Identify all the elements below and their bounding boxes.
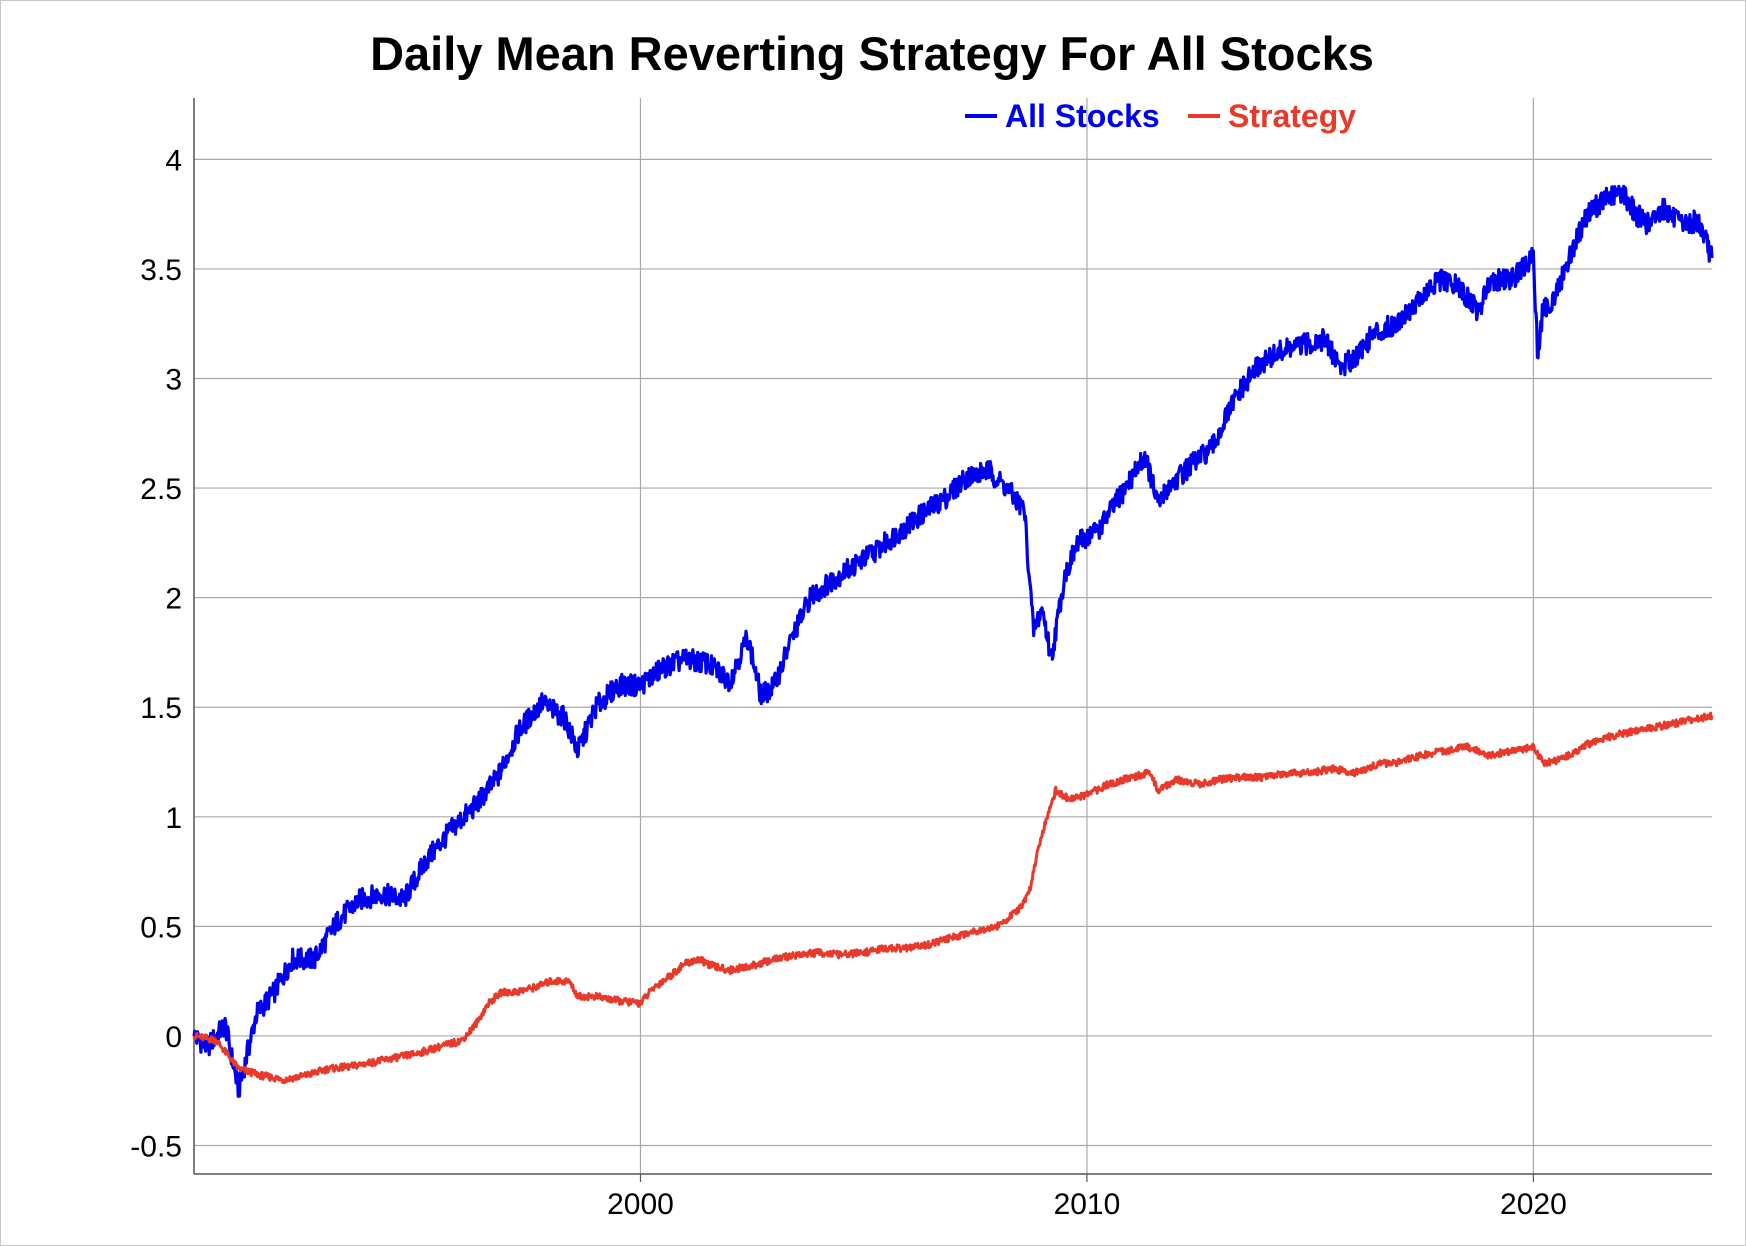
- y-tick-label: 3.5: [140, 254, 182, 287]
- legend-label: All Stocks: [1005, 98, 1160, 134]
- y-tick-label: 2.5: [140, 473, 182, 506]
- chart-title: Daily Mean Reverting Strategy For All St…: [370, 27, 1374, 80]
- y-tick-label: 1: [165, 802, 182, 835]
- y-tick-label: 2: [165, 583, 182, 616]
- x-tick-label: 2010: [1054, 1188, 1121, 1221]
- legend: All Stocks Strategy: [965, 98, 1356, 134]
- grid-lines: [194, 98, 1712, 1174]
- x-tick-label: 2020: [1500, 1188, 1567, 1221]
- y-tick-label: 4: [165, 144, 182, 177]
- y-tick-label: 1.5: [140, 692, 182, 725]
- y-tick-label: 0.5: [140, 911, 182, 944]
- y-tick-label: -0.5: [130, 1131, 182, 1164]
- x-tick-label: 2000: [607, 1188, 674, 1221]
- legend-label: Strategy: [1228, 98, 1356, 134]
- axes: [193, 98, 1712, 1182]
- series-lines: [192, 184, 1714, 1098]
- series-line-all-stocks: [192, 184, 1714, 1098]
- y-tick-label: 0: [165, 1021, 182, 1054]
- tick-labels: -0.5 0 0.5 1 1.5 2 2.5 3 3.5 4 2000 2010 2020: [130, 144, 1566, 1221]
- series-line-strategy: [192, 711, 1714, 1085]
- y-tick-label: 3: [165, 364, 182, 397]
